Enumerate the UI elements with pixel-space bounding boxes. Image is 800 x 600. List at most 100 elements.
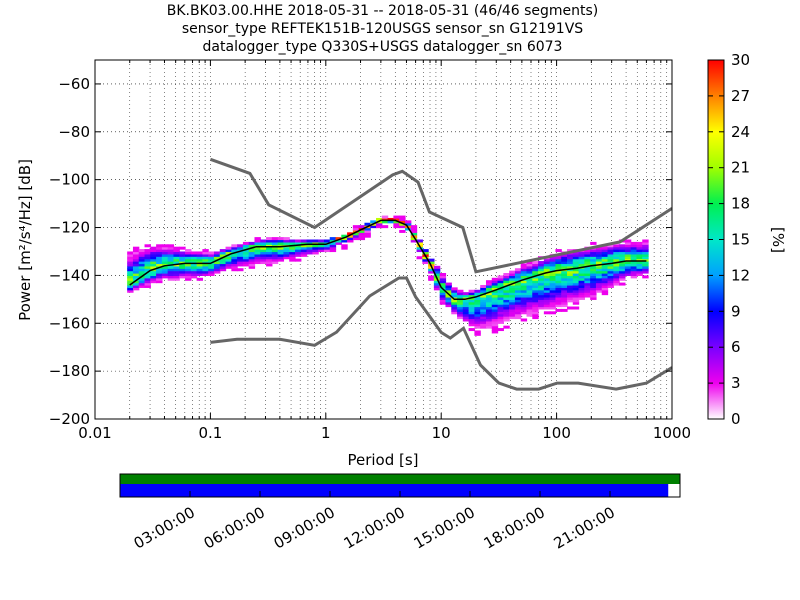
heatmap-cell xyxy=(601,287,609,291)
heatmap-cell xyxy=(271,256,279,260)
heatmap-cell xyxy=(138,280,146,284)
heatmap-cell xyxy=(514,277,522,281)
heatmap-cell xyxy=(202,273,209,276)
heatmap-cell xyxy=(404,220,412,224)
heatmap-cell xyxy=(590,284,597,288)
heatmap-cell xyxy=(485,313,493,317)
heatmap-cell xyxy=(445,299,452,303)
heatmap-cell xyxy=(439,275,447,279)
heatmap-cell xyxy=(213,268,221,272)
heatmap-cell xyxy=(642,241,649,245)
heatmap-cell xyxy=(150,273,157,276)
heatmap-cell xyxy=(578,287,585,291)
heatmap-cell xyxy=(480,304,487,308)
heatmap-cell xyxy=(485,294,493,298)
heatmap-cell xyxy=(266,263,273,267)
heatmap-cell xyxy=(213,251,221,255)
heatmap-cell xyxy=(231,246,238,250)
heatmap-cell xyxy=(347,239,354,243)
timeline-tick-label: 21:00:00 xyxy=(551,503,618,552)
heatmap-cell xyxy=(584,284,591,288)
heatmap-cell xyxy=(202,265,209,269)
heatmap-cell xyxy=(636,249,643,253)
heatmap-cell xyxy=(474,299,481,303)
heatmap-cell xyxy=(196,270,204,274)
heatmap-cell xyxy=(254,251,261,255)
heatmap-cell xyxy=(312,251,319,255)
heatmap-cell xyxy=(619,256,626,260)
heatmap-cell xyxy=(503,299,510,303)
heatmap-cell xyxy=(642,270,649,274)
x-tick-label: 1000 xyxy=(653,424,691,442)
heatmap-cell xyxy=(138,284,146,288)
heatmap-cell xyxy=(352,237,360,241)
heatmap-cell xyxy=(416,241,423,245)
heatmap-cell xyxy=(590,270,597,274)
heatmap-cell xyxy=(578,268,585,272)
heatmap-cell xyxy=(196,263,204,267)
heatmap-cell xyxy=(132,249,140,253)
heatmap-cell xyxy=(526,273,533,276)
heatmap-cell xyxy=(572,258,580,262)
heatmap-cell xyxy=(451,289,458,293)
heatmap-cell xyxy=(260,239,267,243)
heatmap-cell xyxy=(567,296,574,300)
heatmap-cell xyxy=(185,263,192,267)
heatmap-cell xyxy=(549,296,557,300)
heatmap-cell xyxy=(636,256,643,260)
heatmap-cell xyxy=(468,304,476,308)
heatmap-cell xyxy=(578,270,585,274)
heatmap-cell xyxy=(190,270,198,274)
y-tick-label: −140 xyxy=(49,266,90,284)
heatmap-cell xyxy=(179,256,186,260)
heatmap-cell xyxy=(549,258,557,262)
heatmap-cell xyxy=(567,261,574,265)
heatmap-cell xyxy=(567,292,574,296)
heatmap-cell xyxy=(567,273,574,276)
heatmap-cell xyxy=(509,311,516,315)
heatmap-cell xyxy=(300,241,308,245)
heatmap-cell xyxy=(196,273,204,276)
heatmap-cell xyxy=(532,287,539,291)
heatmap-cell xyxy=(266,261,273,265)
heatmap-cell xyxy=(526,270,533,274)
heatmap-cell xyxy=(231,249,238,253)
heatmap-cell xyxy=(213,263,221,267)
heatmap-cell xyxy=(497,328,504,332)
heatmap-cell xyxy=(491,308,499,312)
heatmap-cell xyxy=(468,328,476,332)
heatmap-cell xyxy=(624,273,632,276)
heatmap-cell xyxy=(636,251,643,255)
heatmap-cell xyxy=(185,265,192,269)
heatmap-cell xyxy=(503,318,510,322)
heatmap-cell xyxy=(480,294,487,298)
x-tick-label: 0.01 xyxy=(78,424,111,442)
heatmap-cell xyxy=(630,246,638,250)
heatmap-cell xyxy=(532,308,539,312)
heatmap-cell xyxy=(491,304,499,308)
heatmap-cell xyxy=(584,258,591,262)
heatmap-cell xyxy=(433,280,441,284)
heatmap-cell xyxy=(561,289,568,293)
heatmap-cell xyxy=(271,241,279,245)
heatmap-cell xyxy=(630,241,638,245)
heatmap-cell xyxy=(567,277,574,281)
heatmap-cell xyxy=(208,263,215,267)
heatmap-cell xyxy=(590,292,597,296)
heatmap-cell xyxy=(514,294,522,298)
heatmap-cell xyxy=(509,275,516,279)
heatmap-cell xyxy=(474,304,481,308)
heatmap-cell xyxy=(381,225,389,229)
heatmap-cell xyxy=(144,263,151,267)
heatmap-cell xyxy=(364,222,371,226)
heatmap-cell xyxy=(584,253,591,257)
heatmap-cell xyxy=(532,313,539,317)
heatmap-cell xyxy=(225,258,232,262)
heatmap-cell xyxy=(277,246,285,250)
heatmap-cell xyxy=(144,273,151,276)
heatmap-cell xyxy=(387,217,394,221)
heatmap-cell xyxy=(485,301,493,305)
heatmap-cell xyxy=(636,244,643,248)
heatmap-cell xyxy=(266,256,273,260)
heatmap-cell xyxy=(242,263,250,267)
